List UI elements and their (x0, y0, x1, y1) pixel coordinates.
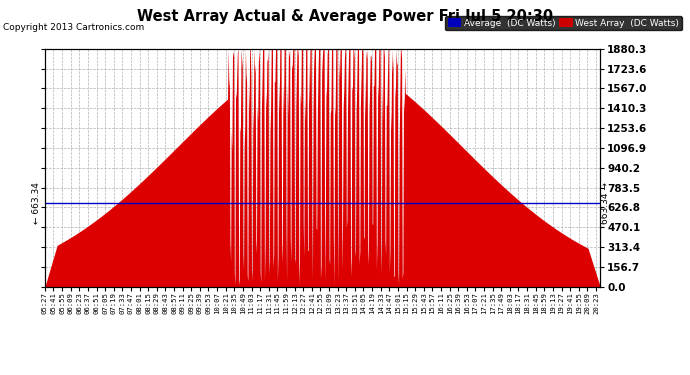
Text: 663.34 →: 663.34 → (601, 182, 610, 224)
Text: West Array Actual & Average Power Fri Jul 5 20:30: West Array Actual & Average Power Fri Ju… (137, 9, 553, 24)
Legend: Average  (DC Watts), West Array  (DC Watts): Average (DC Watts), West Array (DC Watts… (445, 16, 682, 30)
Text: ← 663.34: ← 663.34 (32, 182, 41, 224)
Text: Copyright 2013 Cartronics.com: Copyright 2013 Cartronics.com (3, 22, 145, 32)
